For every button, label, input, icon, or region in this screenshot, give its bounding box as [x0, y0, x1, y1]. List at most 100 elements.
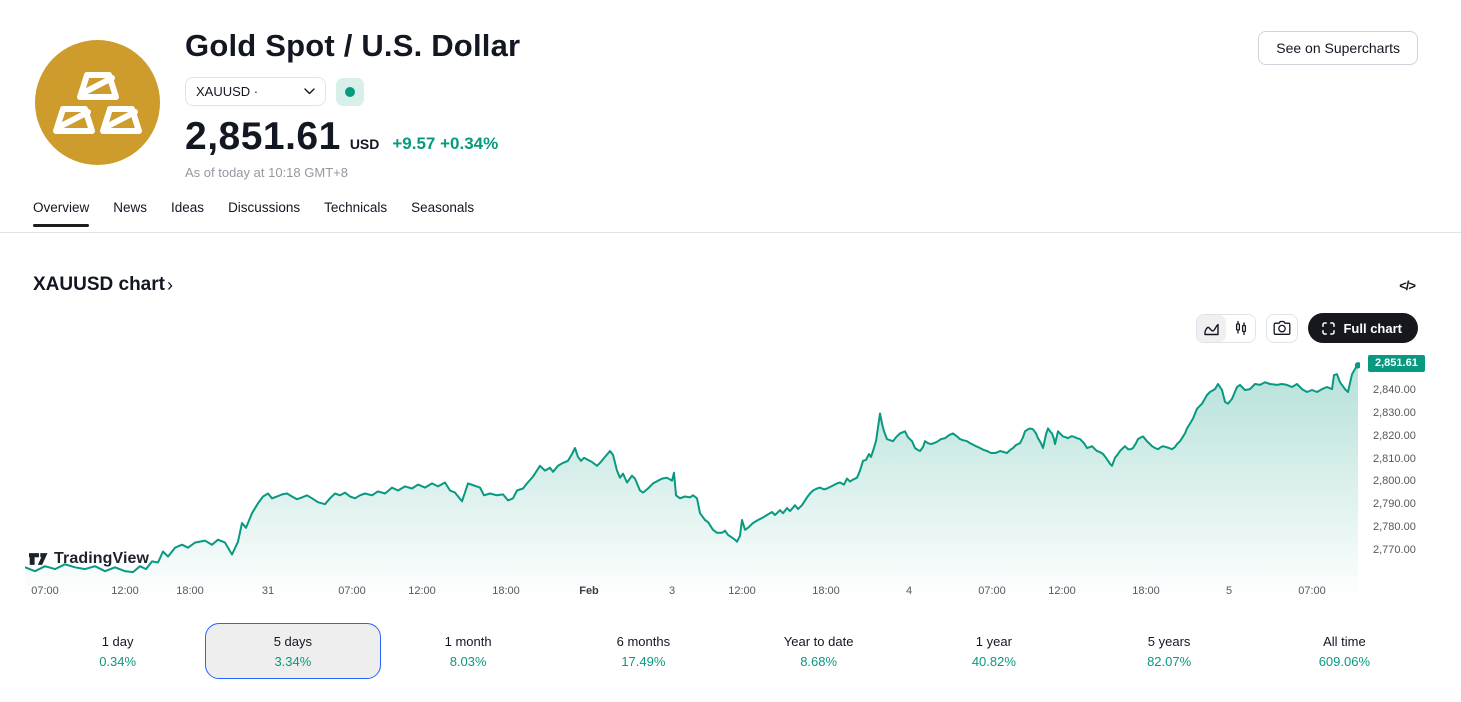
market-open-dot-icon — [345, 86, 355, 97]
range-button-1-day[interactable]: 1 day 0.34% — [30, 623, 205, 679]
see-on-supercharts-button[interactable]: See on Supercharts — [1258, 31, 1418, 65]
range-label: All time — [1323, 633, 1366, 649]
x-axis-label: 12:00 — [728, 585, 756, 597]
tab-ideas[interactable]: Ideas — [171, 200, 205, 215]
range-change-percent: 82.07% — [1147, 653, 1192, 669]
x-axis-label: 18:00 — [1132, 585, 1160, 597]
range-button-all-time[interactable]: All time 609.06% — [1257, 623, 1432, 679]
snapshot-button[interactable] — [1266, 313, 1299, 343]
x-axis-label: 18:00 — [812, 585, 840, 597]
range-change-percent: 8.68% — [800, 653, 838, 669]
range-button-1-month[interactable]: 1 month 8.03% — [381, 623, 556, 679]
range-label: 5 days — [273, 633, 313, 649]
range-change-percent: 17.49% — [621, 653, 666, 669]
chart-section-title-link[interactable]: XAUUSD chart › — [33, 274, 173, 296]
range-change-percent: 0.34% — [99, 653, 137, 669]
x-axis-label: Feb — [579, 585, 599, 597]
y-axis-label: 2,800.00 — [1373, 475, 1416, 488]
date-range-bar: 1 day 0.34% 5 days 3.34% 1 month 8.03% 6 month… — [30, 623, 1432, 679]
tradingview-watermark-text: TradingView — [54, 550, 150, 567]
price-line — [25, 364, 1359, 574]
range-label: 5 years — [1147, 633, 1191, 649]
area-chart-type-button[interactable] — [1197, 314, 1227, 342]
tradingview-logo-icon — [29, 553, 48, 565]
symbol-dropdown[interactable]: XAUUSD · — [185, 77, 326, 106]
chevron-right-icon: › — [166, 275, 173, 295]
full-chart-button[interactable]: Full chart — [1308, 313, 1418, 343]
x-axis-label: 12:00 — [408, 585, 436, 597]
candlestick-icon — [1235, 320, 1247, 336]
symbol-row: XAUUSD · — [185, 77, 520, 106]
range-change-percent: 40.82% — [971, 653, 1016, 669]
y-axis-label: 2,830.00 — [1373, 406, 1416, 419]
y-axis-label: 2,840.00 — [1373, 383, 1416, 396]
price-chart[interactable]: 2,840.00 2,830.00 2,820.00 2,810.00 2,800.00… — [0, 347, 1461, 607]
y-axis-label: 2,820.00 — [1373, 429, 1416, 442]
y-axis-label: 2,780.00 — [1373, 521, 1416, 534]
price-change: +9.57 +0.34% — [392, 134, 499, 153]
candles-chart-type-button[interactable] — [1226, 314, 1256, 342]
tab-news[interactable]: News — [113, 200, 148, 215]
range-button-5-years[interactable]: 5 years 82.07% — [1082, 623, 1257, 679]
last-price-badge: 2,851.61 — [1368, 354, 1425, 372]
last-point-marker — [1354, 362, 1360, 369]
x-axis-label: 07:00 — [31, 585, 59, 597]
x-axis-label: 5 — [1225, 585, 1233, 597]
market-status-indicator[interactable] — [336, 77, 364, 106]
fullscreen-brackets-icon — [1322, 321, 1336, 335]
chevron-down-icon — [304, 88, 315, 95]
range-button-1-year[interactable]: 1 year 40.82% — [906, 623, 1081, 679]
tab-technicals[interactable]: Technicals — [324, 200, 388, 215]
currency-label: USD — [349, 136, 380, 152]
embed-code-icon[interactable]: </> — [1399, 277, 1416, 293]
x-axis-label: 3 — [668, 585, 676, 597]
x-axis-label: 12:00 — [111, 585, 139, 597]
range-label: 1 day — [101, 633, 134, 649]
x-axis-label: 12:00 — [1048, 585, 1076, 597]
range-label: 1 month — [444, 633, 492, 649]
price-row: 2,851.61 USD +9.57 +0.34% — [185, 115, 520, 159]
tab-overview[interactable]: Overview — [33, 200, 90, 227]
full-chart-label: Full chart — [1343, 320, 1402, 336]
symbol-dropdown-label: XAUUSD · — [196, 84, 259, 99]
x-axis-label: 07:00 — [1298, 585, 1326, 597]
chart-toolbar: Full chart — [0, 313, 1418, 343]
range-label: Year to date — [783, 633, 854, 649]
area-chart-plot — [25, 362, 1360, 592]
x-axis-label: 18:00 — [492, 585, 520, 597]
tab-discussions[interactable]: Discussions — [228, 200, 301, 215]
header-main: Gold Spot / U.S. Dollar XAUUSD · 2,851.6… — [185, 28, 520, 180]
y-axis-label: 2,770.00 — [1373, 543, 1416, 556]
tab-bar: Overview News Ideas Discussions Technicals Se… — [0, 200, 1461, 233]
range-change-percent: 3.34% — [274, 653, 312, 669]
chart-section-title: XAUUSD chart — [33, 274, 165, 295]
range-change-percent: 609.06% — [1318, 653, 1371, 669]
x-axis: 07:00 12:00 18:00 31 07:00 12:00 18:00 Feb 3 12:0… — [25, 585, 1360, 601]
range-button-5-days[interactable]: 5 days 3.34% — [205, 623, 381, 679]
chart-section-header: XAUUSD chart › </> — [33, 274, 1416, 296]
gold-bars-logo — [35, 40, 160, 165]
last-price: 2,851.61 — [185, 115, 341, 158]
page-title: Gold Spot / U.S. Dollar — [185, 28, 521, 63]
area-fill — [25, 365, 1358, 592]
tab-seasonals[interactable]: Seasonals — [411, 200, 475, 215]
y-axis-label: 2,790.00 — [1373, 498, 1416, 511]
as-of-timestamp: As of today at 10:18 GMT+8 — [185, 165, 348, 180]
camera-icon — [1274, 320, 1291, 335]
chart-type-switcher — [1196, 313, 1257, 343]
y-axis: 2,840.00 2,830.00 2,820.00 2,810.00 2,800.00… — [1373, 347, 1461, 592]
x-axis-label: 4 — [905, 585, 913, 597]
x-axis-label: 07:00 — [338, 585, 366, 597]
range-button-year-to-date[interactable]: Year to date 8.68% — [731, 623, 906, 679]
x-axis-label: 31 — [261, 585, 275, 597]
area-chart-icon — [1204, 323, 1220, 335]
symbol-header: Gold Spot / U.S. Dollar XAUUSD · 2,851.6… — [0, 0, 1461, 200]
y-axis-label: 2,810.00 — [1373, 452, 1416, 465]
range-change-percent: 8.03% — [449, 653, 487, 669]
range-label: 1 year — [975, 633, 1012, 649]
range-button-6-months[interactable]: 6 months 17.49% — [556, 623, 731, 679]
range-label: 6 months — [616, 633, 671, 649]
tradingview-watermark[interactable]: TradingView — [29, 550, 149, 568]
x-axis-label: 18:00 — [176, 585, 204, 597]
